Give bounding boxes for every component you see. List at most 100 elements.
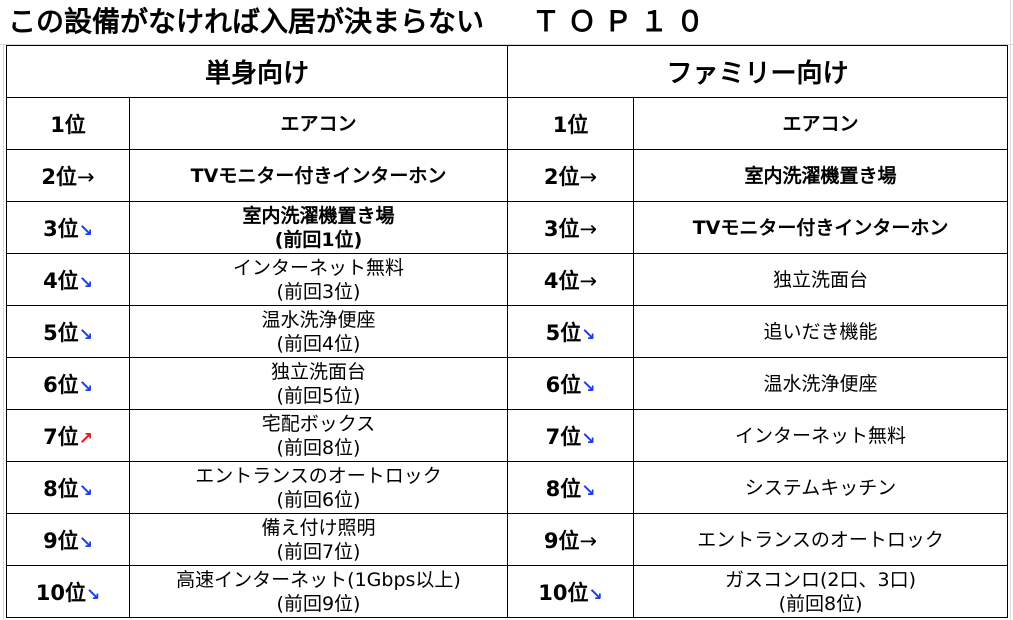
- trend-flat-icon: →: [579, 528, 598, 553]
- trend-flat-icon: →: [77, 164, 95, 189]
- family-rank-cell[interactable]: 10位↘: [507, 565, 635, 618]
- single-rank-cell[interactable]: 8位↘: [6, 461, 130, 514]
- single-item-cell[interactable]: インターネット無料 (前回3位): [128, 253, 509, 306]
- trend-down-icon: ↘: [581, 376, 596, 397]
- previous-rank-note: (前回6位): [276, 488, 361, 511]
- title-text: この設備がなければ入居が決まらない: [8, 5, 485, 38]
- item-name: インターネット無料: [233, 256, 405, 279]
- previous-rank-note: (前回4位): [276, 332, 361, 355]
- rank-label: 8位: [545, 476, 582, 501]
- rank-label: 3位: [43, 216, 79, 241]
- item-name: 独立洗面台: [271, 360, 367, 383]
- family-rank-cell[interactable]: 4位→: [507, 253, 635, 306]
- family-item-cell[interactable]: TVモニター付きインターホン: [633, 201, 1009, 254]
- item-name: インターネット無料: [735, 424, 907, 447]
- previous-rank-note: (前回5位): [276, 384, 361, 407]
- item-name: 高速インターネット(1Gbps以上): [176, 568, 461, 591]
- rank-label: 2位: [543, 164, 580, 189]
- rank-label: 4位: [543, 268, 580, 293]
- previous-rank-note: (前回1位): [274, 228, 363, 251]
- rank-label: 10位: [538, 580, 589, 605]
- trend-down-icon: ↘: [581, 480, 596, 501]
- previous-rank-note: (前回9位): [276, 592, 361, 615]
- family-rank-cell[interactable]: 5位↘: [507, 305, 635, 358]
- trend-down-icon: ↘: [78, 480, 93, 501]
- family-rank-cell[interactable]: 1位: [507, 97, 635, 150]
- single-rank-cell[interactable]: 10位↘: [6, 565, 130, 618]
- single-item-cell[interactable]: 室内洗濯機置き場 (前回1位): [128, 201, 509, 254]
- trend-flat-icon: →: [579, 164, 598, 189]
- single-item-cell[interactable]: 独立洗面台 (前回5位): [128, 357, 509, 410]
- table-row: 6位↘ 独立洗面台 (前回5位) 6位↘ 温水洗浄便座: [6, 357, 1009, 410]
- single-rank-cell[interactable]: 4位↘: [6, 253, 130, 306]
- single-rank-cell[interactable]: 1位: [6, 97, 130, 150]
- trend-flat-icon: →: [579, 268, 598, 293]
- rank-label: 8位: [43, 476, 79, 501]
- trend-down-icon: ↘: [78, 220, 93, 241]
- single-item-cell[interactable]: TVモニター付きインターホン: [128, 149, 509, 202]
- family-item-cell[interactable]: エアコン: [633, 97, 1009, 150]
- table-row: 7位↗ 宅配ボックス (前回8位) 7位↘ インターネット無料: [6, 409, 1009, 462]
- item-name: 温水洗浄便座: [261, 308, 376, 331]
- family-rank-cell[interactable]: 2位→: [507, 149, 635, 202]
- table-row: 5位↘ 温水洗浄便座 (前回4位) 5位↘ 追いだき機能: [6, 305, 1009, 358]
- previous-rank-note: (前回3位): [276, 280, 361, 303]
- item-name: エントランスのオートロック: [697, 528, 944, 551]
- table-row: 9位↘ 備え付け照明 (前回7位) 9位→ エントランスのオートロック: [6, 513, 1009, 566]
- family-rank-cell[interactable]: 8位↘: [507, 461, 635, 514]
- item-name: エアコン: [280, 112, 357, 135]
- family-rank-cell[interactable]: 3位→: [507, 201, 635, 254]
- single-rank-cell[interactable]: 7位↗: [6, 409, 130, 462]
- single-item-cell[interactable]: 宅配ボックス (前回8位): [128, 409, 509, 462]
- family-rank-cell[interactable]: 6位↘: [507, 357, 635, 410]
- item-name: 追いだき機能: [763, 320, 878, 343]
- trend-down-icon: ↘: [78, 532, 93, 553]
- rank-label: 5位: [43, 320, 79, 345]
- rank-label: 9位: [43, 528, 79, 553]
- family-item-cell[interactable]: 温水洗浄便座: [633, 357, 1009, 410]
- family-item-cell[interactable]: 追いだき機能: [633, 305, 1009, 358]
- single-rank-cell[interactable]: 2位→: [6, 149, 130, 202]
- item-name: 宅配ボックス: [261, 412, 376, 435]
- rank-label: 3位: [543, 216, 580, 241]
- rank-label: 1位: [552, 112, 589, 137]
- table-row: 4位↘ インターネット無料 (前回3位) 4位→ 独立洗面台: [6, 253, 1009, 306]
- trend-down-icon: ↘: [581, 428, 596, 449]
- item-name: エアコン: [782, 112, 859, 135]
- rank-label: 6位: [43, 372, 79, 397]
- table-row: 10位↘ 高速インターネット(1Gbps以上) (前回9位) 10位↘ ガスコンロ(2口…: [6, 565, 1009, 618]
- rank-label: 6位: [545, 372, 582, 397]
- item-name: エントランスのオートロック: [195, 464, 442, 487]
- family-item-cell[interactable]: ガスコンロ(2口、3口) (前回8位): [633, 565, 1009, 618]
- single-item-cell[interactable]: エントランスのオートロック (前回6位): [128, 461, 509, 514]
- item-name: システムキッチン: [744, 476, 897, 499]
- single-column-header[interactable]: 単身向け: [5, 45, 509, 98]
- single-item-cell[interactable]: 温水洗浄便座 (前回4位): [128, 305, 509, 358]
- item-name: TVモニター付きインターホン: [190, 164, 447, 187]
- trend-down-icon: ↘: [581, 324, 596, 345]
- family-column-header[interactable]: ファミリー向け: [507, 45, 1009, 98]
- family-item-cell[interactable]: 独立洗面台: [633, 253, 1009, 306]
- single-rank-cell[interactable]: 6位↘: [6, 357, 130, 410]
- family-rank-cell[interactable]: 7位↘: [507, 409, 635, 462]
- single-rank-cell[interactable]: 3位↘: [6, 201, 130, 254]
- rank-label: 7位: [545, 424, 582, 449]
- family-item-cell[interactable]: エントランスのオートロック: [633, 513, 1009, 566]
- header-row: 単身向け ファミリー向け: [5, 45, 1009, 98]
- rank-label: 4位: [43, 268, 79, 293]
- table-row: 2位→ TVモニター付きインターホン 2位→ 室内洗濯機置き場: [6, 149, 1009, 202]
- single-rank-cell[interactable]: 9位↘: [6, 513, 130, 566]
- single-item-cell[interactable]: エアコン: [128, 97, 509, 150]
- family-item-cell[interactable]: インターネット無料: [633, 409, 1009, 462]
- single-item-cell[interactable]: 備え付け照明 (前回7位): [128, 513, 509, 566]
- item-name: 室内洗濯機置き場: [242, 204, 395, 227]
- family-rank-cell[interactable]: 9位→: [507, 513, 635, 566]
- item-name: 備え付け照明: [261, 516, 376, 539]
- trend-flat-icon: →: [579, 216, 598, 241]
- single-item-cell[interactable]: 高速インターネット(1Gbps以上) (前回9位): [128, 565, 509, 618]
- family-item-cell[interactable]: 室内洗濯機置き場: [633, 149, 1009, 202]
- single-rank-cell[interactable]: 5位↘: [6, 305, 130, 358]
- family-item-cell[interactable]: システムキッチン: [633, 461, 1009, 514]
- item-name: ガスコンロ(2口、3口): [725, 568, 917, 591]
- rank-label: 9位: [543, 528, 580, 553]
